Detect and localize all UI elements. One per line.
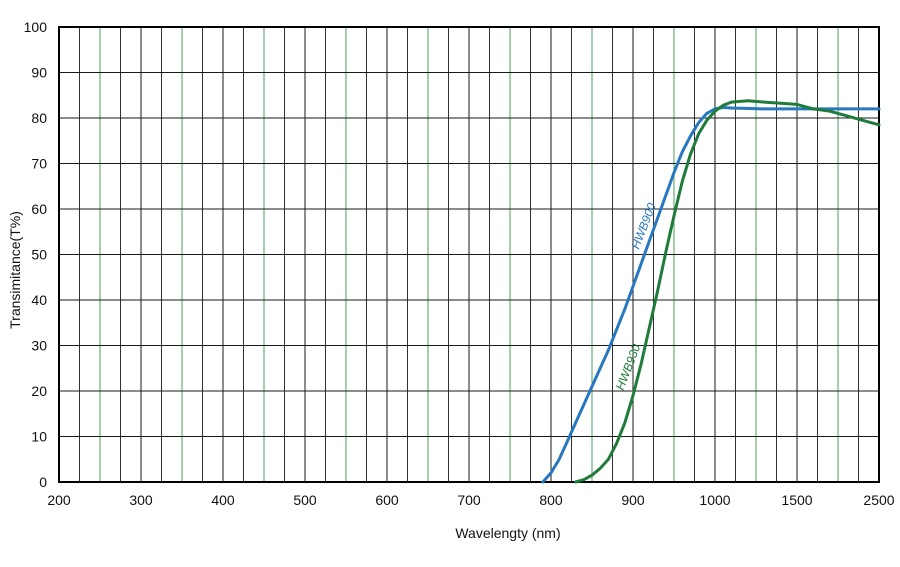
x-axis-label: Wavelengty (nm)	[455, 525, 560, 541]
x-tick-label: 1000	[699, 492, 730, 508]
x-tick-label: 600	[375, 492, 399, 508]
x-tick-label: 400	[211, 492, 235, 508]
x-tick-label: 800	[539, 492, 563, 508]
x-tick-label: 200	[47, 492, 71, 508]
x-tick-label: 300	[129, 492, 153, 508]
y-tick-label: 0	[39, 474, 47, 490]
x-tick-label: 900	[621, 492, 645, 508]
plot-frame	[58, 26, 880, 483]
y-tick-label: 90	[31, 65, 47, 81]
x-tick-label: 500	[293, 492, 317, 508]
grid-lines	[58, 26, 880, 483]
x-tick-label: 2500	[863, 492, 894, 508]
y-tick-label: 100	[24, 19, 48, 35]
series-line-hwb930	[574, 99, 881, 484]
y-tick-label: 50	[31, 247, 47, 263]
y-axis-label: Transimitance(T%)	[7, 211, 23, 329]
y-tick-label: 40	[31, 292, 47, 308]
series-line-hwb900	[541, 106, 881, 484]
tick-labels: 200 300 400 500 600 700 800 900 1000 1500 2500 0 10 2…	[24, 19, 895, 508]
y-tick-label: 20	[31, 383, 47, 399]
x-tick-label: 1500	[781, 492, 812, 508]
y-tick-label: 30	[31, 338, 47, 354]
y-tick-label: 60	[31, 201, 47, 217]
x-tick-label: 700	[457, 492, 481, 508]
y-tick-label: 70	[31, 156, 47, 172]
y-tick-label: 80	[31, 110, 47, 126]
y-tick-label: 10	[31, 429, 47, 445]
series-lines	[541, 99, 881, 484]
